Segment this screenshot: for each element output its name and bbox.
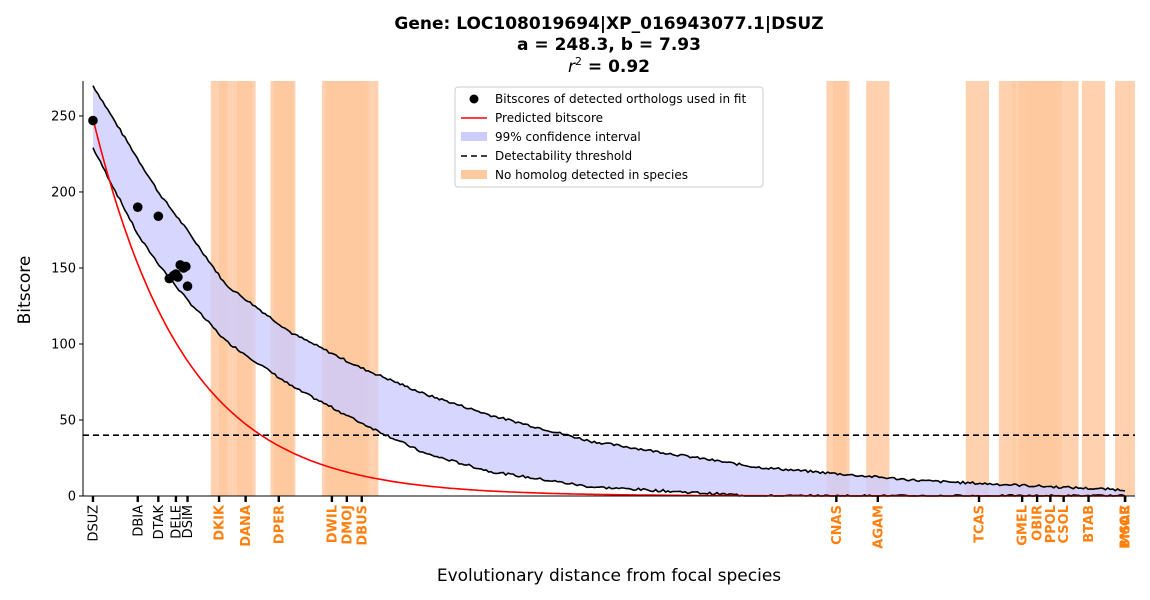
ortholog-point-10 xyxy=(182,281,193,292)
r2-suffix: = 0.92 xyxy=(582,57,650,77)
x-tick-label-cnas: CNAS xyxy=(830,505,845,545)
legend: Bitscores of detected orthologs used in … xyxy=(454,86,764,188)
y-axis-label: Bitscore xyxy=(15,256,35,325)
ortholog-point-1 xyxy=(132,202,143,212)
x-tick-label-ppol: PPOL xyxy=(1044,505,1059,543)
legend-label-fit: Predicted bitscore xyxy=(495,111,603,125)
x-tick-label-dele: DELE xyxy=(169,505,184,539)
x-tick-label-dkik: DKIK xyxy=(213,504,228,541)
legend-marker-points xyxy=(469,94,479,104)
confidence-interval-band xyxy=(93,85,1125,496)
legend-marker-no-homolog xyxy=(461,170,487,179)
title-line-1: Gene: LOC108019694|XP_016943077.1|DSUZ xyxy=(394,14,823,34)
ortholog-point-2 xyxy=(153,211,164,222)
axes xyxy=(82,81,1135,497)
legend-label-no-homolog: No homolog detected in species xyxy=(495,168,688,182)
title-r2-line: r2 = 0.92 xyxy=(568,55,650,77)
x-tick-label-dbia: DBIA xyxy=(131,505,146,537)
no-homolog-band-24 xyxy=(1081,81,1106,496)
x-tick-label-dbus: DBUS xyxy=(355,505,370,546)
legend-box xyxy=(454,86,764,188)
x-tick-label-dsuz: DSUZ xyxy=(86,505,101,542)
no-homolog-band-16 xyxy=(866,81,890,496)
x-tick-label-dana: DANA xyxy=(239,505,254,547)
x-tick-label-bmor: BMOR xyxy=(1119,505,1134,549)
y-tick-label-3: 150 xyxy=(51,261,76,276)
no-homolog-band-17 xyxy=(965,81,989,496)
legend-label-ci: 99% confidence interval xyxy=(495,130,641,144)
y-tick-label-5: 250 xyxy=(51,109,76,124)
y-tick-label-4: 200 xyxy=(51,185,76,200)
x-tick-label-dwil: DWIL xyxy=(325,505,340,543)
chart-title: Gene: LOC108019694|XP_016943077.1|DSUZ a… xyxy=(394,14,823,77)
y-tick-label-1: 50 xyxy=(59,413,76,428)
no-homolog-band-15 xyxy=(833,81,847,496)
r2-superscript: 2 xyxy=(575,55,582,68)
legend-marker-ci xyxy=(461,132,487,141)
x-tick-label-csol: CSOL xyxy=(1057,505,1072,543)
y-tick-label-2: 100 xyxy=(51,337,76,352)
x-tick-label-msac: MSAC xyxy=(1119,505,1134,547)
legend-label-points: Bitscores of detected orthologs used in … xyxy=(495,92,746,106)
x-tick-label-dtak: DTAK xyxy=(152,505,167,540)
x-tick-label-obir: OBIR xyxy=(1031,505,1046,541)
title-line-2: a = 248.3, b = 7.93 xyxy=(517,35,701,55)
ortholog-point-6 xyxy=(173,272,183,282)
x-tick-label-gmel: GMEL xyxy=(1016,505,1031,546)
r2-prefix: r xyxy=(568,57,576,77)
ortholog-point-9 xyxy=(181,261,191,272)
x-tick-label-tcas: TCAS xyxy=(973,505,988,543)
y-axis-ticks: 0 50 100 150 200 250 xyxy=(51,109,83,505)
x-tick-label-agam: AGAM xyxy=(871,505,886,549)
no-homolog-band-18 xyxy=(998,81,1016,496)
x-axis-label: Evolutionary distance from focal species xyxy=(437,566,781,586)
legend-label-threshold: Detectability threshold xyxy=(495,149,632,163)
ortholog-point-0 xyxy=(88,115,98,126)
no-homolog-band-3 xyxy=(237,81,256,496)
no-homolog-band-25 xyxy=(1115,81,1135,496)
no-homolog-band-7 xyxy=(278,81,296,496)
x-tick-label-btab: BTAB xyxy=(1082,505,1097,543)
y-tick-label-0: 0 xyxy=(68,490,76,505)
ortholog-points xyxy=(88,115,193,292)
no-homolog-band-13 xyxy=(348,81,379,496)
x-tick-label-dsim: DSIM xyxy=(181,505,196,538)
x-tick-label-dper: DPER xyxy=(272,505,287,544)
no-homolog-band-23 xyxy=(1042,81,1079,496)
x-tick-label-dmoj: DMOJ xyxy=(340,505,355,545)
ci-upper-edge xyxy=(92,85,1126,492)
